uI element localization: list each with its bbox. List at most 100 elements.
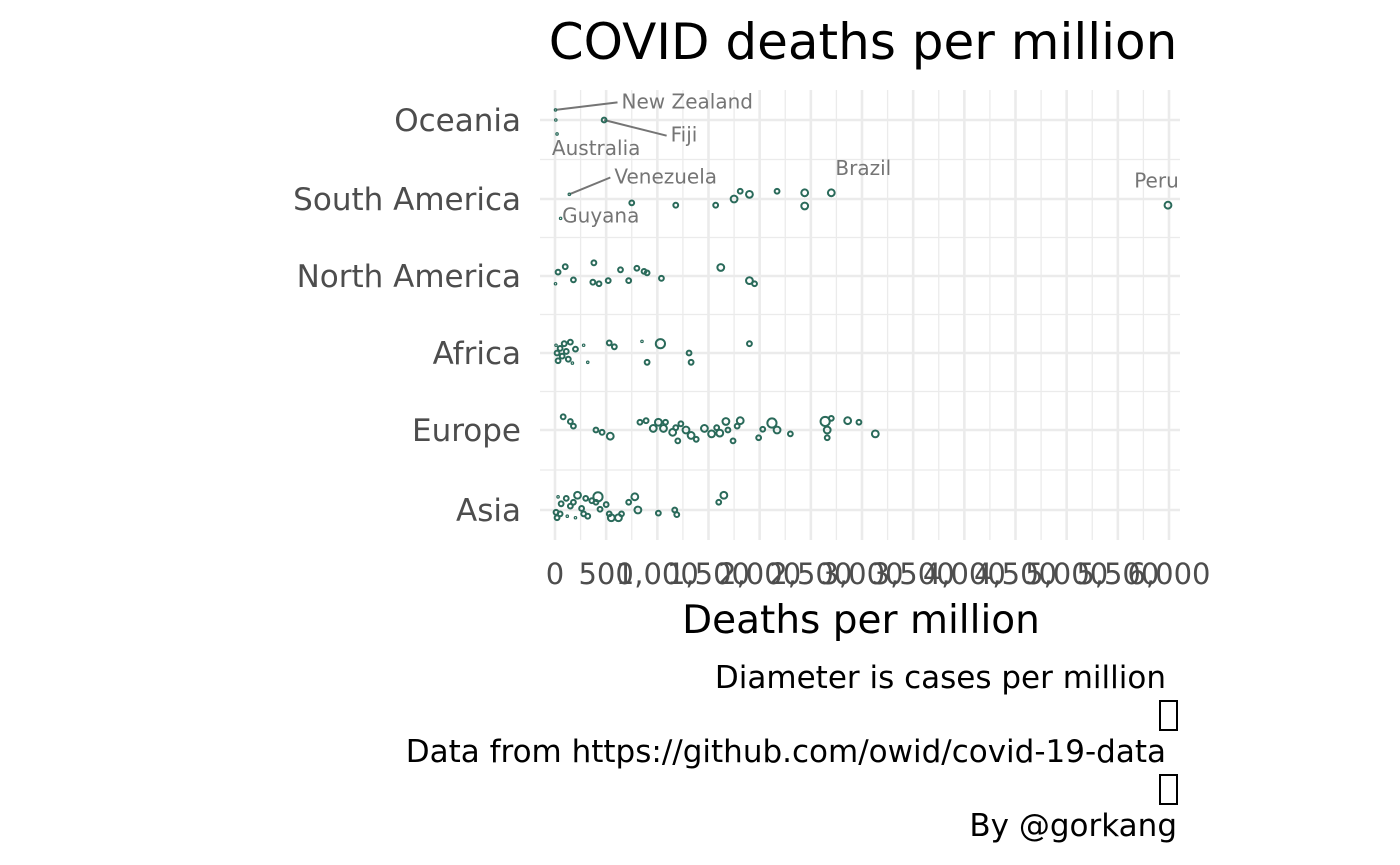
chart-title: COVID deaths per million [549, 13, 1178, 71]
data-point [658, 274, 665, 282]
data-point [573, 490, 582, 500]
plot-area: New Zealand Fiji Australia Venezuela Guyana B… [540, 89, 1180, 540]
data-point [582, 494, 590, 502]
x-tick-label: 3,000 [820, 557, 903, 591]
data-point [715, 498, 723, 506]
y-tick-label: North America [297, 259, 521, 295]
data-point [751, 280, 758, 288]
data-point [605, 431, 615, 441]
data-point [659, 424, 668, 433]
data-point [800, 201, 810, 211]
x-tick-label: 500 [578, 557, 633, 591]
y-axis: Oceania South America North America Africa E… [293, 103, 521, 529]
data-point [677, 420, 685, 428]
annotation-leader-line [555, 101, 618, 111]
data-point [617, 266, 624, 274]
data-point [554, 357, 562, 365]
data-point [554, 118, 558, 122]
y-tick-label: Europe [412, 413, 521, 449]
data-point [558, 352, 566, 360]
data-point [633, 264, 641, 272]
data-point [636, 418, 644, 426]
caption-line-1: Diameter is cases per million [715, 660, 1166, 696]
data-point [654, 509, 662, 517]
data-point [556, 510, 564, 518]
data-point [630, 492, 640, 502]
data-point [573, 515, 578, 520]
data-point [687, 358, 695, 366]
data-point [598, 428, 606, 436]
data-point [755, 434, 763, 442]
points-layer [552, 108, 1173, 523]
data-point [654, 338, 667, 350]
data-point [643, 358, 651, 366]
data-point [642, 417, 650, 425]
data-point [643, 269, 651, 277]
data-point [672, 201, 680, 209]
data-point [707, 429, 716, 439]
data-point [566, 418, 574, 425]
data-point [716, 263, 726, 272]
data-point [610, 343, 618, 351]
data-point [692, 435, 700, 443]
data-point [628, 199, 636, 207]
x-axis: 0 5001,0001,5002,0002,5003,0003,5004,0004… [546, 557, 1211, 591]
caption-glyph-box-2 [1159, 774, 1178, 805]
data-point [553, 514, 561, 522]
data-point [648, 424, 658, 433]
x-tick-label: 1,500 [667, 557, 750, 591]
x-tick-label: 5,000 [1025, 557, 1108, 591]
data-point [735, 416, 745, 426]
data-point [766, 417, 778, 429]
y-tick-label: Africa [433, 336, 521, 372]
data-point [745, 189, 754, 199]
caption-line-2: Data from https://github.com/owid/covid-… [406, 734, 1166, 770]
data-point [602, 501, 610, 508]
annotation-layer: New Zealand Fiji Australia Venezuela Guyana B… [552, 89, 1179, 227]
data-point [800, 188, 810, 198]
data-point [672, 424, 680, 432]
data-point [570, 361, 575, 365]
data-point [556, 344, 564, 352]
annotation-label: Fiji [671, 123, 698, 147]
data-point [653, 417, 663, 427]
data-point [600, 116, 608, 124]
data-point [870, 429, 880, 439]
data-point [673, 511, 681, 519]
data-point [786, 430, 794, 438]
data-point [559, 413, 567, 421]
caption-glyph-box-1 [1159, 700, 1178, 731]
data-point [721, 417, 731, 426]
data-point [554, 343, 558, 348]
data-point [584, 512, 592, 520]
data-point [555, 132, 559, 136]
data-point [686, 431, 696, 440]
annotation-label: Peru [1134, 168, 1179, 192]
data-point [592, 491, 604, 503]
data-point [712, 201, 720, 209]
data-point [729, 437, 737, 445]
data-point [640, 339, 644, 344]
annotation-label: Venezuela [614, 165, 717, 189]
annotation-label: Guyana [562, 203, 639, 227]
data-point [556, 495, 560, 499]
annotation-leader-line [603, 119, 667, 137]
data-point [746, 340, 753, 348]
data-point [566, 502, 574, 510]
x-tick-label: 1,000 [616, 557, 699, 591]
data-point [822, 425, 832, 435]
x-tick-label: 4,000 [923, 557, 1006, 591]
data-point [570, 276, 577, 284]
data-point [1163, 200, 1173, 210]
x-tick-label: 6,000 [1127, 557, 1210, 591]
data-point [557, 500, 565, 508]
caption: Diameter is cases per million Data from … [406, 660, 1178, 844]
data-point [681, 425, 691, 435]
data-point [554, 268, 562, 276]
data-point [605, 339, 613, 347]
data-point [855, 418, 863, 426]
data-point [581, 343, 586, 348]
data-point [595, 280, 603, 288]
data-point [759, 425, 767, 433]
